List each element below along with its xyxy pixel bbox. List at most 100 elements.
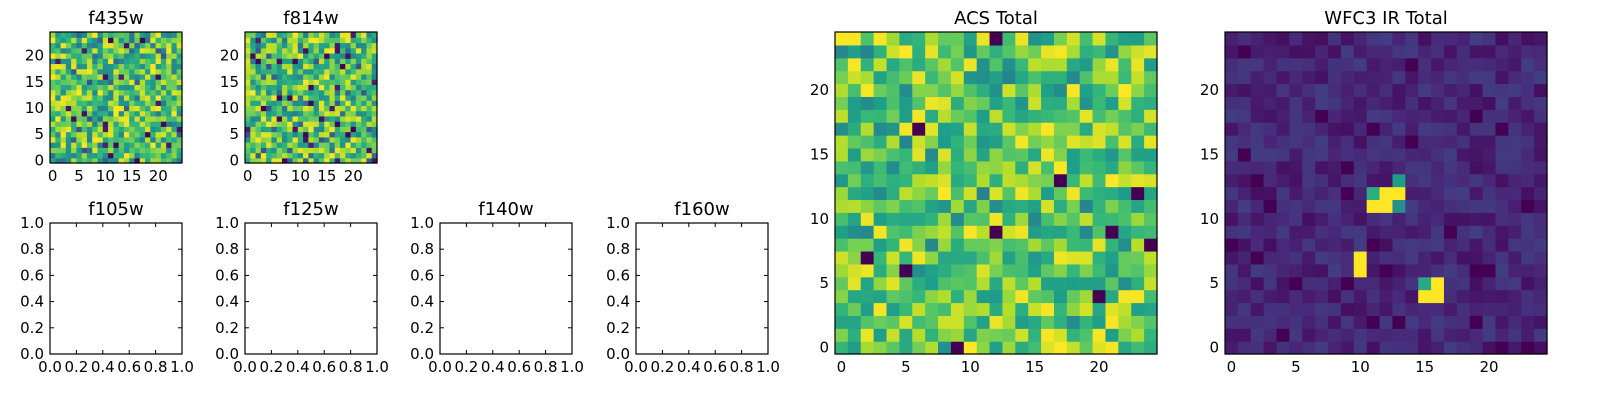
y-tick-label: 0.4 bbox=[606, 293, 630, 311]
heatmap-cell bbox=[134, 73, 141, 80]
heatmap-cell bbox=[55, 37, 62, 44]
heatmap-cell bbox=[1508, 315, 1522, 329]
heatmap-cell bbox=[76, 105, 83, 112]
heatmap-cell bbox=[1066, 160, 1081, 175]
heatmap-cell bbox=[1079, 135, 1094, 149]
heatmap-cell bbox=[150, 105, 157, 112]
heatmap-cell bbox=[1105, 44, 1119, 59]
heatmap-cell bbox=[355, 126, 362, 133]
heatmap-cell bbox=[97, 68, 104, 75]
heatmap-cell bbox=[976, 96, 991, 110]
panel-title: f140w bbox=[478, 199, 533, 220]
heatmap-cell bbox=[260, 63, 267, 70]
heatmap-cell bbox=[81, 68, 88, 75]
heatmap-cell bbox=[134, 136, 141, 143]
heatmap-cell bbox=[245, 84, 251, 91]
heatmap-cell bbox=[60, 37, 67, 44]
heatmap-cell bbox=[266, 142, 272, 148]
heatmap-cell bbox=[976, 199, 991, 213]
heatmap-cell bbox=[313, 115, 320, 122]
heatmap-cell bbox=[245, 131, 251, 138]
heatmap-cell bbox=[113, 115, 120, 122]
heatmap-cell bbox=[255, 37, 262, 44]
heatmap-cell bbox=[989, 44, 1004, 59]
heatmap-cell bbox=[1431, 44, 1445, 59]
heatmap-cell bbox=[303, 131, 309, 138]
heatmap-cell bbox=[1092, 199, 1107, 213]
heatmap-cell bbox=[371, 115, 378, 122]
heatmap-cell bbox=[76, 157, 83, 164]
heatmap-cell bbox=[873, 32, 888, 46]
heatmap-cell bbox=[113, 94, 120, 101]
heatmap-cell bbox=[1405, 109, 1419, 123]
heatmap-cell bbox=[245, 147, 251, 154]
heatmap-cell bbox=[266, 52, 272, 59]
heatmap-cell bbox=[81, 121, 88, 127]
heatmap-cell bbox=[271, 79, 278, 85]
heatmap-cell bbox=[835, 109, 849, 123]
heatmap-cell bbox=[287, 105, 294, 112]
heatmap-cell bbox=[1092, 44, 1107, 59]
heatmap-cell bbox=[176, 68, 183, 75]
heatmap-cell bbox=[963, 238, 978, 252]
y-tick-label: 0.6 bbox=[606, 266, 630, 284]
heatmap-cell bbox=[76, 79, 83, 85]
heatmap-cell bbox=[86, 37, 93, 44]
heatmap-cell bbox=[1289, 44, 1303, 59]
heatmap-cell bbox=[899, 238, 913, 252]
heatmap-cell bbox=[1366, 341, 1381, 355]
heatmap-cell bbox=[255, 79, 262, 85]
heatmap-cell bbox=[113, 142, 120, 148]
heatmap-cell bbox=[129, 63, 136, 70]
heatmap-cell bbox=[1405, 83, 1419, 97]
heatmap-cell bbox=[276, 58, 283, 65]
heatmap-cell bbox=[139, 47, 146, 54]
plot-frame bbox=[49, 222, 183, 355]
heatmap-cell bbox=[350, 110, 357, 117]
heatmap-cell bbox=[255, 115, 262, 122]
heatmap-cell bbox=[1366, 302, 1381, 316]
heatmap-cell bbox=[1105, 289, 1119, 304]
heatmap-cell bbox=[266, 157, 272, 164]
heatmap-cell bbox=[108, 63, 114, 70]
heatmap-cell bbox=[155, 115, 162, 122]
heatmap-cell bbox=[303, 147, 309, 154]
heatmap-cell bbox=[76, 37, 83, 44]
heatmap-cell bbox=[1534, 44, 1548, 59]
heatmap-cell bbox=[938, 199, 952, 213]
heatmap-cell bbox=[1289, 147, 1303, 162]
heatmap-cell bbox=[345, 147, 352, 154]
heatmap-cell bbox=[1118, 250, 1132, 265]
heatmap-cell bbox=[145, 110, 151, 117]
heatmap-cell bbox=[50, 84, 56, 91]
heatmap-cell bbox=[281, 52, 288, 59]
x-tick-label: 5 bbox=[1291, 358, 1301, 376]
heatmap-cell bbox=[65, 84, 72, 91]
heatmap-cell bbox=[97, 42, 104, 49]
heatmap-cell bbox=[873, 173, 888, 188]
heatmap-cell bbox=[1028, 32, 1042, 46]
heatmap-cell bbox=[92, 126, 99, 133]
heatmap-cell bbox=[81, 110, 88, 117]
heatmap-cell bbox=[1225, 83, 1239, 97]
heatmap-cell bbox=[886, 238, 900, 252]
heatmap-cell bbox=[1289, 328, 1303, 342]
heatmap-cell bbox=[1053, 135, 1068, 149]
heatmap-cell bbox=[171, 89, 178, 96]
heatmap-cell bbox=[1482, 276, 1497, 291]
heatmap-cell bbox=[271, 58, 278, 65]
x-tick-label: 10 bbox=[1351, 358, 1370, 376]
heatmap-cell bbox=[1366, 225, 1381, 239]
heatmap-cell bbox=[113, 32, 120, 38]
heatmap-cell bbox=[350, 63, 357, 70]
heatmap-cell bbox=[1276, 173, 1290, 188]
heatmap-cell bbox=[92, 157, 99, 164]
heatmap-cell bbox=[860, 160, 875, 175]
heatmap-cell bbox=[102, 110, 109, 117]
heatmap-cell bbox=[266, 110, 272, 117]
heatmap-cell bbox=[250, 115, 257, 122]
heatmap-cell bbox=[1225, 160, 1239, 175]
heatmap-cell bbox=[1015, 186, 1029, 201]
heatmap-cell bbox=[847, 225, 862, 239]
heatmap-cell bbox=[835, 57, 849, 72]
